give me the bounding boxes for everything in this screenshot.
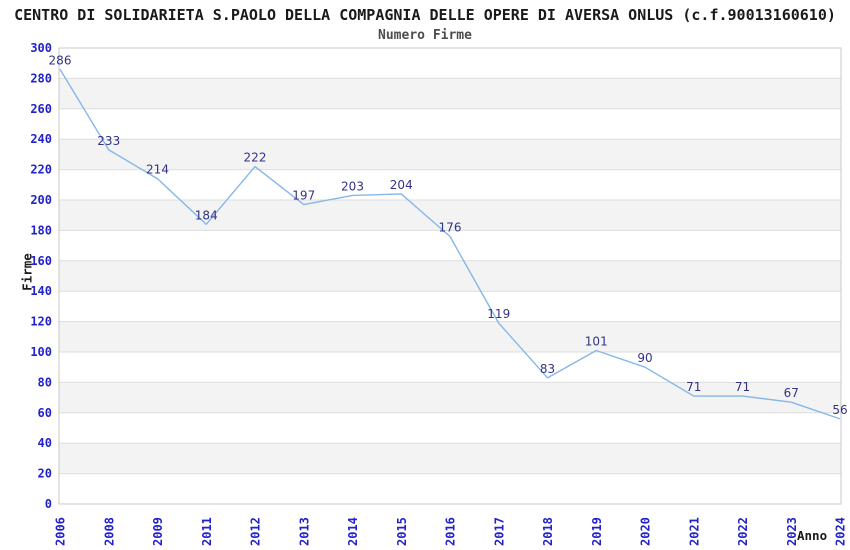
data-point-label: 203 <box>341 179 364 193</box>
data-point-label: 197 <box>292 189 315 203</box>
x-axis-title: Anno <box>797 528 828 543</box>
x-tick-label: 2009 <box>151 517 165 546</box>
y-tick-label: 240 <box>30 132 52 146</box>
data-point-label: 204 <box>390 178 413 192</box>
x-tick-label: 2011 <box>200 517 214 546</box>
x-tick-label: 2021 <box>687 517 701 546</box>
chart-title: CENTRO DI SOLIDARIETA S.PAOLO DELLA COMP… <box>14 6 836 24</box>
y-tick-label: 40 <box>38 436 52 450</box>
x-tick-label: 2018 <box>541 517 555 546</box>
data-point-label: 71 <box>686 380 701 394</box>
data-point-label: 71 <box>735 380 750 394</box>
data-point-label: 101 <box>585 334 608 348</box>
x-tick-label: 2019 <box>590 517 604 546</box>
x-tick-label: 2016 <box>444 517 458 546</box>
x-tick-label: 2013 <box>297 517 311 546</box>
grid-band <box>59 200 841 231</box>
y-tick-label: 0 <box>45 497 52 511</box>
x-tick-label: 2008 <box>102 517 116 546</box>
y-tick-label: 140 <box>30 284 52 298</box>
chart-subtitle: Numero Firme <box>378 28 472 43</box>
data-point-label: 176 <box>439 220 462 234</box>
x-tick-label: 2017 <box>492 517 506 546</box>
y-tick-label: 100 <box>30 345 52 359</box>
grid-band <box>59 443 841 474</box>
grid-band <box>59 260 841 292</box>
data-point-label: 222 <box>244 151 267 165</box>
x-tick-label: 2020 <box>639 517 653 546</box>
y-axis-title: Firme <box>19 253 35 291</box>
data-point-label: 67 <box>784 386 799 400</box>
grid-band <box>59 139 841 170</box>
data-point-label: 56 <box>832 403 847 417</box>
x-tick-label: 2014 <box>346 517 360 546</box>
y-tick-label: 160 <box>30 254 52 268</box>
y-tick-label: 300 <box>30 41 52 55</box>
y-tick-label: 280 <box>30 71 52 85</box>
y-tick-label: 20 <box>38 467 52 481</box>
data-point-label: 214 <box>146 163 169 177</box>
y-tick-label: 220 <box>30 163 52 177</box>
grid-band <box>59 78 841 109</box>
y-tick-label: 60 <box>38 406 52 420</box>
data-line <box>59 68 841 420</box>
grid-band <box>59 382 841 413</box>
y-tick-label: 200 <box>30 193 52 207</box>
data-point-label: 83 <box>540 362 555 376</box>
grid-band <box>59 321 841 352</box>
x-tick-label: 2022 <box>736 517 750 546</box>
y-tick-label: 120 <box>30 315 52 329</box>
x-tick-label: 2015 <box>395 517 409 546</box>
data-point-label: 90 <box>637 351 652 365</box>
x-tick-label: 2024 <box>834 517 848 546</box>
y-tick-label: 180 <box>30 223 52 237</box>
data-point-label: 119 <box>487 307 510 321</box>
y-tick-label: 260 <box>30 102 52 116</box>
x-tick-label: 2006 <box>54 517 68 546</box>
data-point-label: 233 <box>97 134 120 148</box>
y-tick-label: 80 <box>38 375 52 389</box>
data-point-label: 184 <box>195 208 218 222</box>
x-tick-label: 2023 <box>785 517 799 546</box>
plot-border <box>58 47 842 505</box>
data-point-label: 286 <box>49 53 72 67</box>
x-tick-label: 2012 <box>249 517 263 546</box>
